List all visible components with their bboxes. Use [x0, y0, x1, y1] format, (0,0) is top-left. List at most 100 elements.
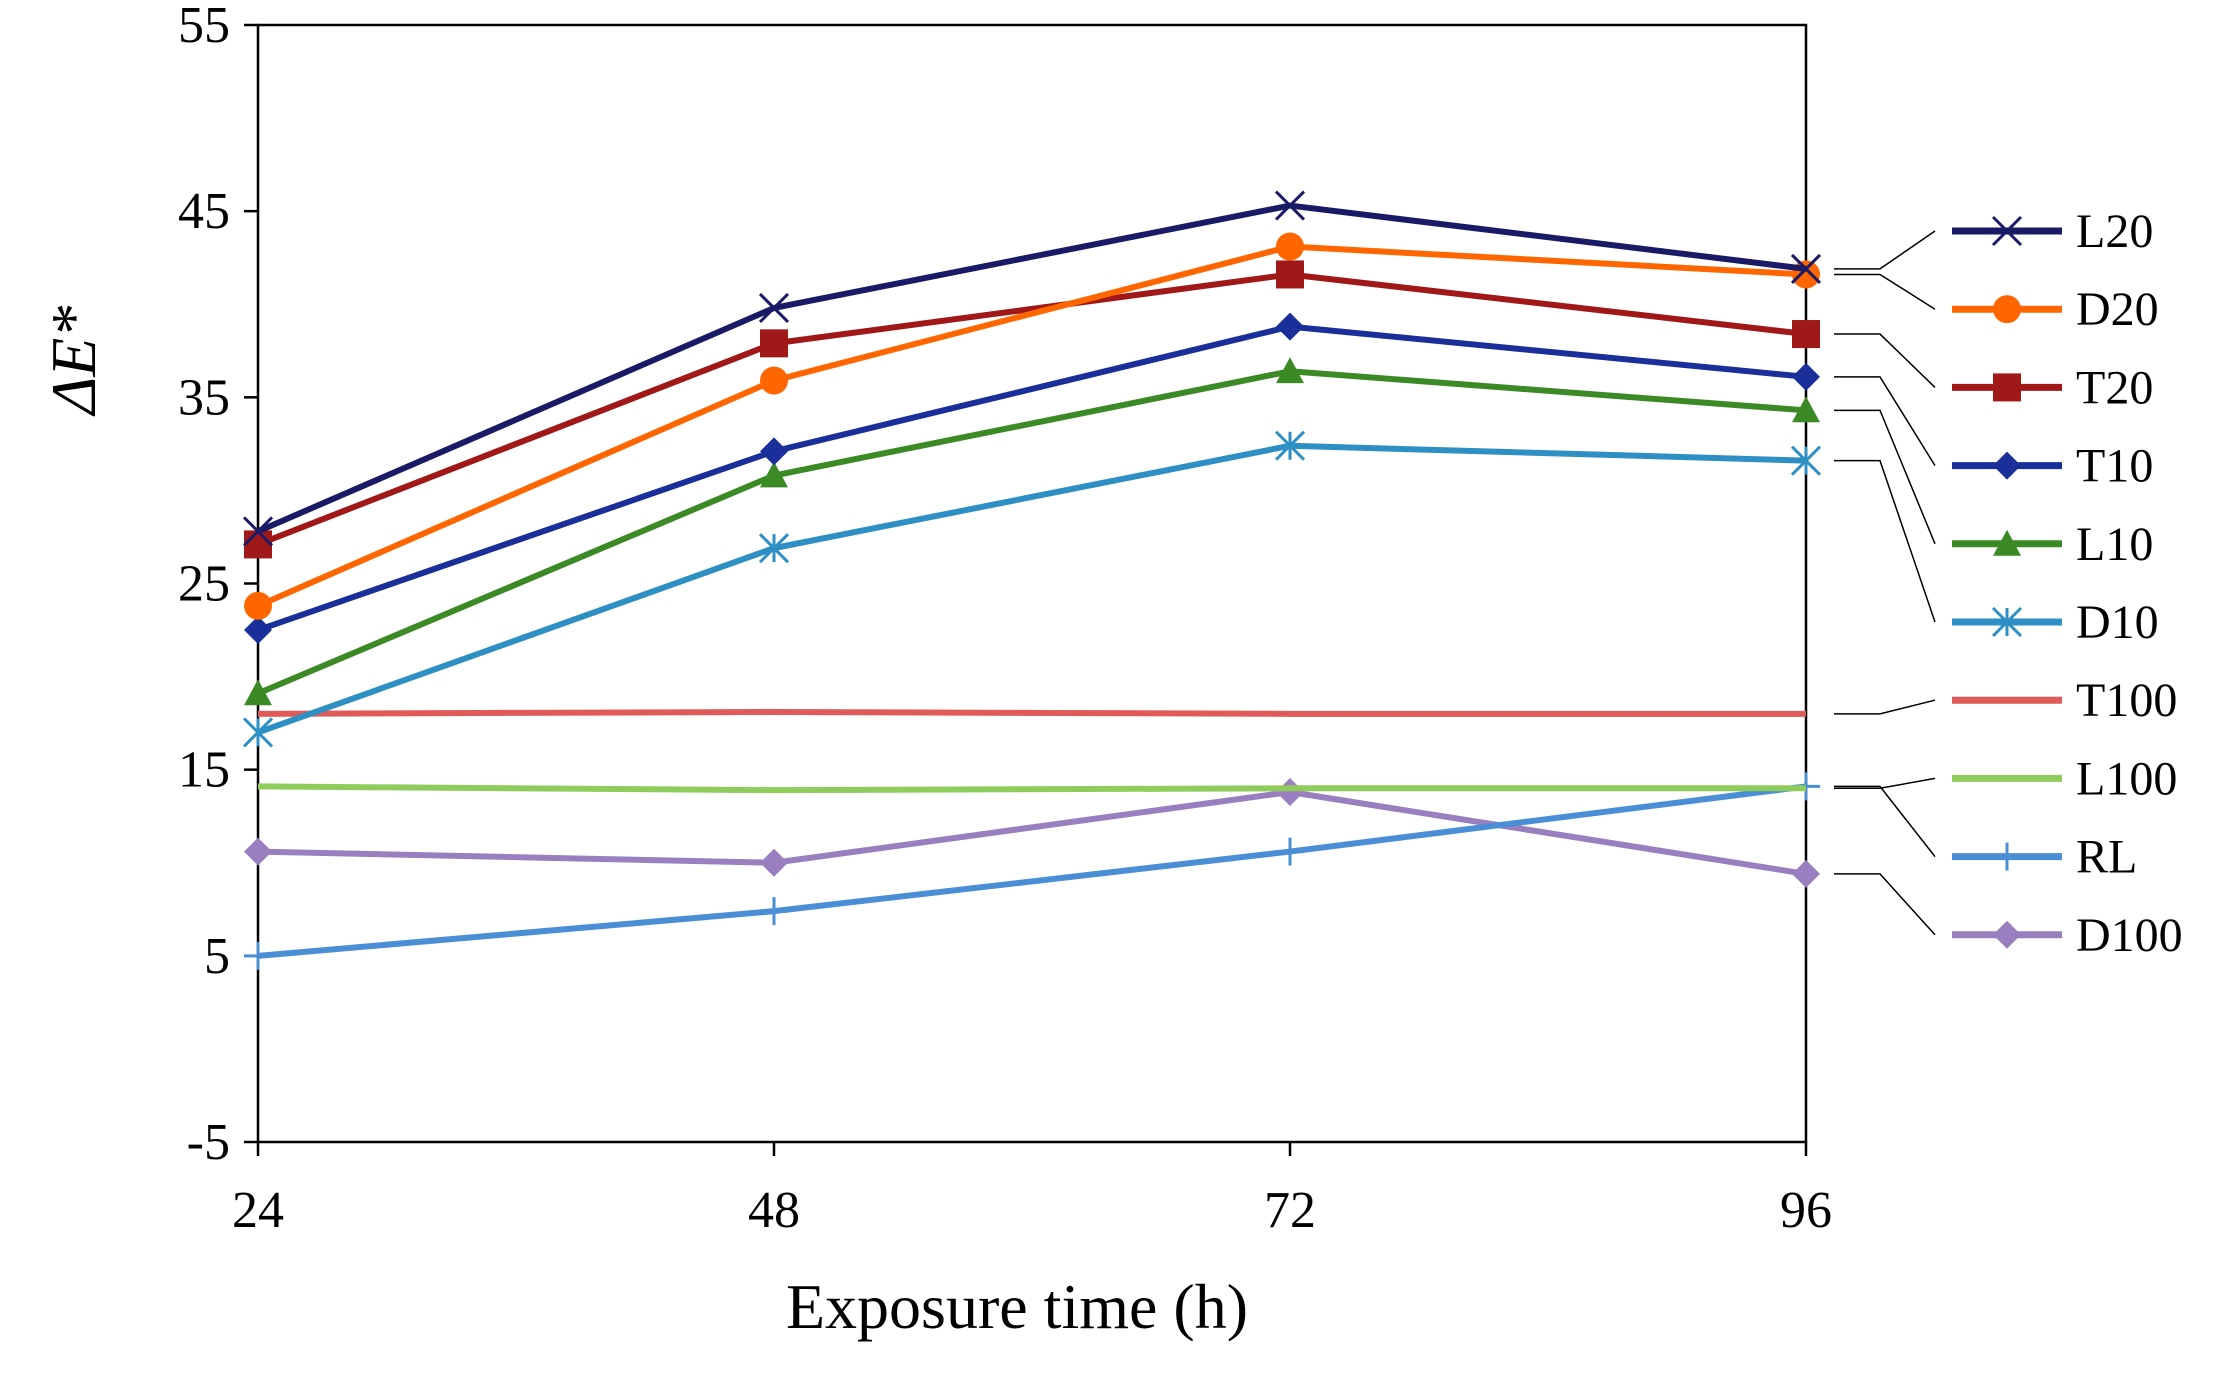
legend-leader-line [1834, 699, 1936, 715]
data-point [760, 897, 788, 926]
series-line [257, 708, 1806, 717]
legend-item-d100: D100 [1834, 873, 2183, 962]
data-point [1276, 837, 1304, 866]
series-l20 [242, 190, 1822, 547]
legend-item-d10: D10 [1834, 459, 2159, 649]
data-point [244, 941, 272, 970]
y-tick-label: 45 [178, 183, 230, 240]
data-point [760, 848, 788, 877]
series-t10 [244, 312, 1820, 645]
y-axis: -5 5 15 25 35 45 55 [178, 0, 258, 1171]
data-point [1792, 859, 1820, 888]
series-line [256, 243, 1807, 609]
data-point [760, 366, 788, 395]
legend-label: D100 [2076, 909, 2183, 962]
legend-leader-line [1834, 333, 1936, 388]
series-rl [244, 772, 1820, 970]
data-point [758, 292, 790, 324]
series-line [256, 368, 1807, 697]
legend-label: T100 [2076, 674, 2177, 727]
series-d10 [242, 430, 1822, 748]
legend-item-rl: RL [1834, 785, 2137, 884]
legend-leader-line [1834, 230, 1936, 270]
y-axis-title: ΔE* [38, 306, 109, 418]
y-tick-label: 15 [178, 742, 230, 799]
legend: L20 D20 T20 T10 L10 D10 T100 L100 RL D100 [1834, 205, 2183, 962]
series-d100 [244, 778, 1820, 888]
data-point [758, 533, 790, 564]
data-point [244, 679, 272, 706]
data-point [1276, 778, 1304, 807]
series-line [256, 442, 1807, 736]
data-point [1792, 320, 1820, 349]
data-point [242, 516, 274, 547]
legend-item-d20: D20 [1834, 273, 2159, 336]
y-tick-label: 35 [178, 369, 230, 426]
legend-leader-line [1834, 873, 1936, 936]
legend-item-t20: T20 [1834, 333, 2153, 414]
legend-label: T20 [2076, 361, 2153, 414]
legend-label: D10 [2076, 596, 2159, 649]
legend-label: D20 [2076, 283, 2159, 336]
x-axis-title: Exposure time (h) [786, 1271, 1248, 1342]
data-point [760, 437, 788, 466]
legend-swatch-marker [1993, 842, 2021, 871]
legend-swatch-marker [1993, 295, 2021, 324]
data-point [1276, 232, 1304, 261]
legend-leader-line [1834, 273, 1936, 310]
x-axis: 24 48 72 96 [232, 1142, 1832, 1239]
data-point [244, 530, 272, 559]
y-tick-label: 5 [204, 928, 230, 985]
legend-item-l20: L20 [1834, 205, 2153, 270]
legend-label: T10 [2076, 440, 2153, 493]
legend-item-t100: T100 [1834, 674, 2177, 727]
legend-leader-line [1834, 785, 1936, 858]
data-point [1790, 253, 1822, 284]
legend-label: L10 [2076, 518, 2153, 571]
legend-swatch-marker [1993, 529, 2021, 556]
plot-frame [256, 23, 1808, 1144]
series-line [257, 323, 1807, 633]
data-point [1276, 357, 1304, 384]
series-t100 [257, 708, 1806, 717]
legend-leader-line [1834, 777, 1936, 790]
legend-item-l10: L10 [1834, 409, 2153, 571]
legend-leader-line [1834, 376, 1936, 466]
legend-leader-line [1834, 459, 1936, 623]
legend-label: L20 [2076, 205, 2153, 258]
legend-item-l100: L100 [1834, 752, 2177, 805]
data-point [760, 329, 788, 358]
series-line [257, 783, 1807, 959]
legend-swatch-marker [1993, 451, 2021, 480]
x-tick-label: 96 [1780, 1182, 1832, 1239]
legend-item-t10: T10 [1834, 376, 2153, 493]
y-tick-label: 25 [178, 556, 230, 613]
y-tick-label: 55 [178, 0, 230, 54]
series-t20 [244, 260, 1820, 559]
data-point [244, 837, 272, 866]
x-tick-label: 24 [232, 1182, 284, 1239]
data-point [244, 591, 272, 620]
data-point [244, 616, 272, 645]
data-point [1790, 445, 1822, 476]
series-l10 [244, 357, 1820, 706]
x-tick-label: 48 [748, 1182, 800, 1239]
series-layer [242, 190, 1822, 970]
legend-swatch-marker [1993, 920, 2021, 949]
data-point [242, 717, 274, 748]
data-point [1276, 260, 1304, 289]
data-point [1792, 396, 1820, 423]
y-tick-label: -5 [187, 1114, 230, 1171]
data-point [760, 461, 788, 488]
series-line [257, 789, 1807, 877]
legend-label: RL [2076, 831, 2137, 884]
legend-swatch-marker [1991, 215, 2023, 247]
legend-label: L100 [2076, 752, 2177, 805]
series-line [256, 271, 1807, 548]
legend-swatch-marker [1991, 606, 2023, 638]
series-line [257, 783, 1806, 794]
series-line [256, 202, 1807, 535]
legend-leader-line [1834, 409, 1936, 545]
plot-area [256, 23, 1808, 1144]
